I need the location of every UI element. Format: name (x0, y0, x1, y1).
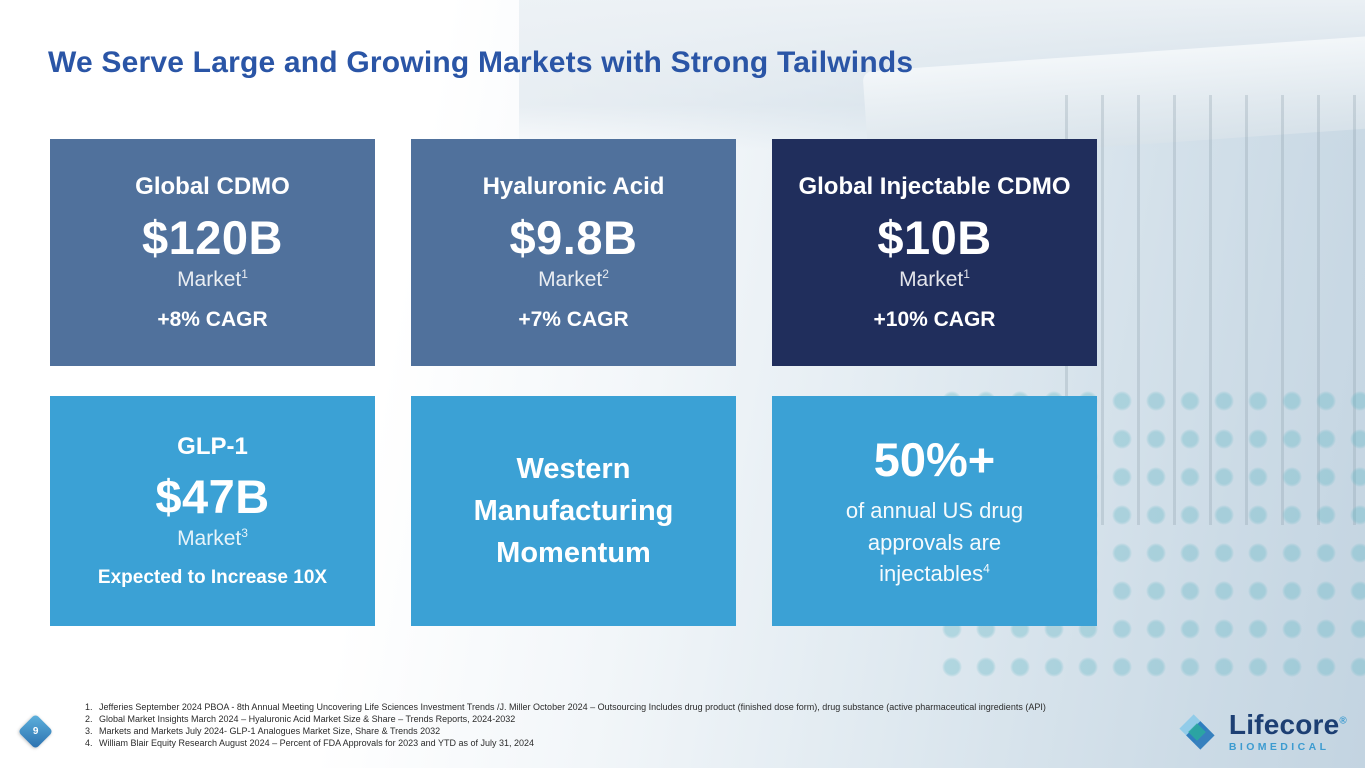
card-note: Expected to Increase 10X (97, 567, 328, 589)
footnotes: 1. Jefferies September 2024 PBOA - 8th An… (85, 701, 1046, 749)
subtext-words: of annual US drug approvals are injectab… (845, 497, 1024, 587)
footnote-text: Markets and Markets July 2024- GLP-1 Ana… (99, 726, 441, 736)
lab-pipette-needles (1065, 95, 1365, 525)
footnote-text: Global Market Insights March 2024 – Hyal… (99, 714, 516, 724)
card-market-label: Market3 (177, 526, 248, 551)
footnote-number: 2. (85, 714, 93, 724)
page-number: 9 (32, 726, 39, 737)
footnote-text: Jefferies September 2024 PBOA - 8th Annu… (99, 702, 1046, 712)
market-word: Market (177, 267, 242, 291)
logo-wordmark: Lifecore (1228, 709, 1340, 741)
registered-mark: ® (1339, 715, 1347, 727)
lifecore-logo-text: Lifecore® BIOMEDICAL (1229, 711, 1347, 753)
footnote-4: 4. William Blair Equity Research August 2… (85, 737, 1046, 749)
card-cagr: +7% CAGR (518, 307, 629, 331)
footnote-2: 2. Global Market Insights March 2024 – Hy… (85, 713, 1046, 725)
card-cagr: +10% CAGR (873, 307, 996, 331)
market-word: Market (899, 267, 964, 291)
card-hyaluronic-acid: Hyaluronic Acid $9.8B Market2 +7% CAGR (411, 139, 736, 366)
card-title: Global Injectable CDMO (798, 173, 1071, 201)
card-global-cdmo: Global CDMO $120B Market1 +8% CAGR (50, 139, 375, 366)
logo-subtitle: BIOMEDICAL (1228, 741, 1330, 754)
footnote-marker: 1 (963, 266, 970, 281)
lifecore-diamond-icon (1179, 714, 1215, 750)
market-word: Market (177, 527, 242, 551)
market-word: Market (538, 267, 603, 291)
footnote-number: 3. (85, 726, 93, 736)
slide-title: We Serve Large and Growing Markets with … (48, 46, 914, 79)
logo-name: Lifecore® (1229, 711, 1347, 739)
card-market-label: Market1 (177, 267, 248, 292)
market-cards-grid: Global CDMO $120B Market1 +8% CAGR Hyalu… (50, 139, 1097, 626)
card-headline: Western Manufacturing Momentum (473, 452, 674, 570)
card-market-label: Market1 (899, 267, 970, 292)
card-cagr: +8% CAGR (157, 307, 268, 331)
lifecore-logo: Lifecore® BIOMEDICAL (1174, 709, 1347, 755)
footnote-3: 3. Markets and Markets July 2024- GLP-1 A… (85, 725, 1046, 737)
card-western-manufacturing: Western Manufacturing Momentum (411, 396, 736, 626)
card-glp1: GLP-1 $47B Market3 Expected to Increase … (50, 396, 375, 626)
footnote-marker: 2 (602, 266, 609, 281)
card-subtext: of annual US drug approvals are injectab… (817, 495, 1052, 591)
card-title: Global CDMO (135, 173, 290, 201)
card-value: 50%+ (873, 432, 996, 486)
card-market-label: Market2 (538, 267, 609, 292)
footnote-marker: 3 (241, 526, 248, 541)
card-value: $9.8B (509, 210, 638, 264)
card-title: GLP-1 (177, 432, 248, 460)
footnote-text: William Blair Equity Research August 202… (99, 738, 535, 748)
card-global-injectable-cdmo: Global Injectable CDMO $10B Market1 +10%… (772, 139, 1097, 366)
footnote-1: 1. Jefferies September 2024 PBOA - 8th An… (85, 701, 1046, 713)
card-value: $120B (142, 210, 283, 264)
card-injectable-approvals: 50%+ of annual US drug approvals are inj… (772, 396, 1097, 626)
footnote-number: 4. (85, 738, 93, 748)
card-title: Hyaluronic Acid (482, 173, 665, 201)
footnote-marker: 4 (983, 562, 990, 577)
card-value: $10B (877, 210, 992, 264)
footnote-marker: 1 (241, 266, 248, 281)
footnote-number: 1. (85, 702, 93, 712)
card-value: $47B (155, 470, 270, 524)
